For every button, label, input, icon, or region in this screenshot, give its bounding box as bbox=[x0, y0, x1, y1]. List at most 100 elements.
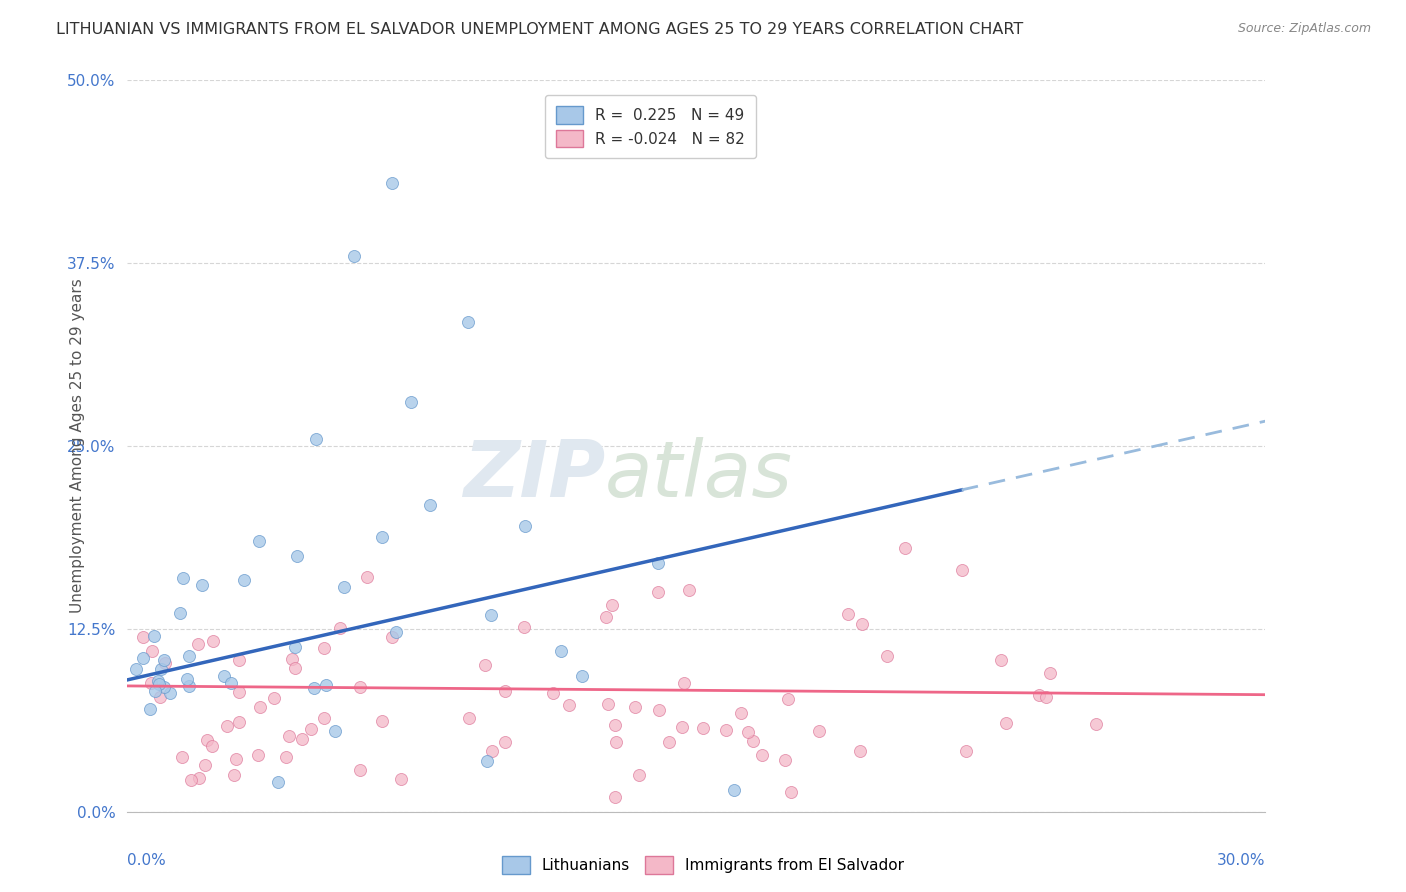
Point bbox=[401, 395, 423, 409]
Text: 30.0%: 30.0% bbox=[1218, 853, 1265, 868]
Point bbox=[371, 531, 394, 545]
Point bbox=[371, 714, 394, 729]
Point bbox=[672, 675, 695, 690]
Point bbox=[153, 680, 176, 694]
Point bbox=[730, 706, 752, 720]
Point bbox=[212, 669, 235, 683]
Point bbox=[228, 685, 250, 699]
Point bbox=[894, 541, 917, 556]
Point bbox=[479, 607, 502, 622]
Point bbox=[349, 680, 371, 694]
Point bbox=[172, 571, 194, 585]
Point bbox=[287, 549, 309, 563]
Text: Unemployment Among Ages 25 to 29 years: Unemployment Among Ages 25 to 29 years bbox=[70, 278, 84, 614]
Point bbox=[571, 668, 593, 682]
Point bbox=[605, 734, 627, 748]
Point bbox=[995, 716, 1018, 731]
Point bbox=[305, 432, 328, 446]
Point bbox=[281, 651, 304, 665]
Point bbox=[177, 648, 200, 663]
Point bbox=[381, 176, 404, 190]
Text: ZIP: ZIP bbox=[463, 437, 605, 513]
Point bbox=[143, 684, 166, 698]
Point bbox=[149, 662, 172, 676]
Point bbox=[678, 582, 700, 597]
Point bbox=[323, 724, 347, 739]
Point bbox=[142, 629, 165, 643]
Text: 0.0%: 0.0% bbox=[127, 853, 166, 868]
Point bbox=[180, 773, 202, 788]
Point bbox=[349, 763, 371, 777]
Point bbox=[299, 723, 322, 737]
Point bbox=[692, 721, 714, 735]
Point bbox=[246, 748, 269, 763]
Text: Source: ZipAtlas.com: Source: ZipAtlas.com bbox=[1237, 22, 1371, 36]
Point bbox=[457, 315, 479, 329]
Point bbox=[291, 732, 314, 747]
Text: atlas: atlas bbox=[605, 437, 793, 513]
Point bbox=[329, 621, 352, 635]
Point bbox=[419, 498, 441, 512]
Point bbox=[515, 519, 537, 533]
Point bbox=[356, 570, 378, 584]
Point bbox=[876, 649, 898, 664]
Point bbox=[600, 598, 623, 612]
Point bbox=[494, 684, 516, 698]
Point bbox=[315, 678, 337, 692]
Point bbox=[172, 750, 194, 764]
Point bbox=[141, 675, 163, 690]
Point bbox=[494, 735, 516, 749]
Legend: Lithuanians, Immigrants from El Salvador: Lithuanians, Immigrants from El Salvador bbox=[496, 850, 910, 880]
Point bbox=[343, 249, 366, 263]
Point bbox=[950, 563, 973, 577]
Point bbox=[228, 652, 250, 666]
Point bbox=[628, 767, 651, 781]
Point bbox=[132, 630, 155, 644]
Point bbox=[385, 624, 408, 639]
Point bbox=[808, 724, 831, 739]
Point bbox=[139, 702, 162, 716]
Text: LITHUANIAN VS IMMIGRANTS FROM EL SALVADOR UNEMPLOYMENT AMONG AGES 25 TO 29 YEARS: LITHUANIAN VS IMMIGRANTS FROM EL SALVADO… bbox=[56, 22, 1024, 37]
Point bbox=[481, 744, 503, 758]
Point bbox=[714, 723, 737, 737]
Point bbox=[513, 620, 536, 634]
Point bbox=[1039, 666, 1062, 681]
Point bbox=[1084, 716, 1107, 731]
Point bbox=[333, 580, 356, 594]
Point bbox=[605, 718, 627, 732]
Point bbox=[159, 686, 181, 700]
Point bbox=[648, 703, 671, 717]
Point bbox=[194, 758, 217, 772]
Point bbox=[169, 607, 191, 621]
Point bbox=[623, 700, 645, 714]
Point bbox=[228, 715, 250, 730]
Point bbox=[312, 711, 335, 725]
Point bbox=[647, 556, 669, 570]
Point bbox=[598, 697, 620, 711]
Point bbox=[187, 636, 209, 650]
Point bbox=[267, 775, 290, 789]
Point bbox=[179, 679, 201, 693]
Point bbox=[249, 700, 271, 714]
Point bbox=[314, 640, 336, 655]
Point bbox=[202, 634, 225, 648]
Point bbox=[603, 790, 626, 805]
Point bbox=[848, 744, 870, 758]
Point bbox=[131, 651, 153, 665]
Point bbox=[558, 698, 581, 712]
Point bbox=[658, 735, 681, 749]
Point bbox=[217, 719, 239, 733]
Point bbox=[191, 578, 214, 592]
Point bbox=[776, 691, 799, 706]
Point bbox=[195, 733, 218, 747]
Point bbox=[775, 753, 797, 767]
Point bbox=[148, 677, 170, 691]
Point bbox=[737, 725, 759, 739]
Point bbox=[474, 657, 496, 672]
Point bbox=[1028, 688, 1050, 702]
Point bbox=[263, 690, 285, 705]
Point bbox=[274, 749, 297, 764]
Point bbox=[647, 585, 669, 599]
Point bbox=[723, 782, 745, 797]
Point bbox=[201, 739, 224, 753]
